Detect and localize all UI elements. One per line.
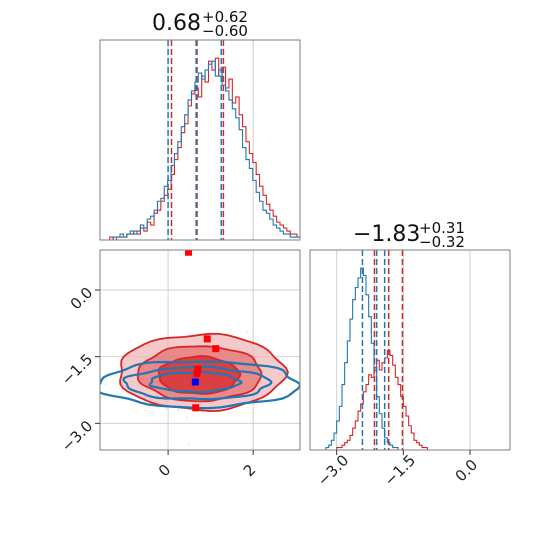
sample-dot bbox=[255, 341, 258, 344]
top-title-plus: +0.62 bbox=[202, 8, 248, 26]
x-tick-label: −3.0 bbox=[314, 451, 352, 489]
sample-dot bbox=[246, 406, 249, 409]
marginal-histogram-x bbox=[99, 39, 301, 241]
sample-dot bbox=[63, 356, 65, 358]
right-title-plus: +0.31 bbox=[419, 219, 465, 237]
panel-frame bbox=[99, 249, 301, 451]
y-tick-label: −1.5 bbox=[58, 350, 96, 388]
sample-dot bbox=[303, 376, 305, 378]
x-tick-label: 0 bbox=[155, 461, 174, 480]
y-tick-label: 0.0 bbox=[67, 284, 97, 314]
blue-point-0 bbox=[191, 378, 199, 386]
blue-contour-inner bbox=[148, 370, 243, 394]
blue-contour-outer bbox=[100, 360, 300, 410]
sample-dot bbox=[144, 409, 147, 412]
sample-dot bbox=[246, 330, 249, 333]
red-point-5 bbox=[192, 404, 200, 412]
histogram-series-0 bbox=[310, 350, 510, 450]
x-tick-label: −1.5 bbox=[381, 451, 419, 489]
sample-dot bbox=[149, 406, 151, 408]
red-point-4 bbox=[193, 370, 201, 378]
sample-dot bbox=[187, 443, 190, 446]
panel-frame bbox=[99, 39, 301, 241]
histogram-series-0 bbox=[106, 57, 300, 240]
red-point-3 bbox=[194, 365, 202, 373]
sample-dot bbox=[201, 410, 204, 413]
red-point-1 bbox=[203, 335, 211, 343]
top-title-minus: −0.60 bbox=[202, 22, 248, 40]
x-tick-label: 2 bbox=[240, 461, 259, 480]
panel-frame bbox=[309, 249, 511, 451]
red-point-0 bbox=[185, 250, 193, 256]
panel-right-title: −1.83 +0.31 −0.32 bbox=[353, 219, 465, 251]
marginal-histogram-y: −3.0 −1.5 0.0 bbox=[309, 249, 511, 490]
y-tick-label: −3.0 bbox=[58, 417, 96, 455]
red-point-2 bbox=[212, 345, 220, 353]
sample-dot bbox=[177, 409, 180, 411]
sample-dot bbox=[165, 407, 167, 410]
joint-plot-area bbox=[63, 250, 305, 446]
panel-top-title: 0.68 +0.62 −0.60 bbox=[152, 8, 248, 40]
right-title-median: −1.83 bbox=[353, 222, 420, 247]
top-title-median: 0.68 bbox=[152, 11, 201, 36]
right-title-minus: −0.32 bbox=[419, 233, 465, 251]
histogram-series-1 bbox=[310, 267, 510, 450]
blue-contour-middle bbox=[122, 365, 273, 401]
joint-contour-plot: 0 2 0.0 −1.5 −3.0 bbox=[58, 249, 305, 480]
x-tick-label: 0.0 bbox=[452, 456, 482, 486]
histogram-series-1 bbox=[106, 60, 300, 240]
sample-dot bbox=[105, 383, 108, 385]
sample-dot bbox=[186, 417, 188, 419]
